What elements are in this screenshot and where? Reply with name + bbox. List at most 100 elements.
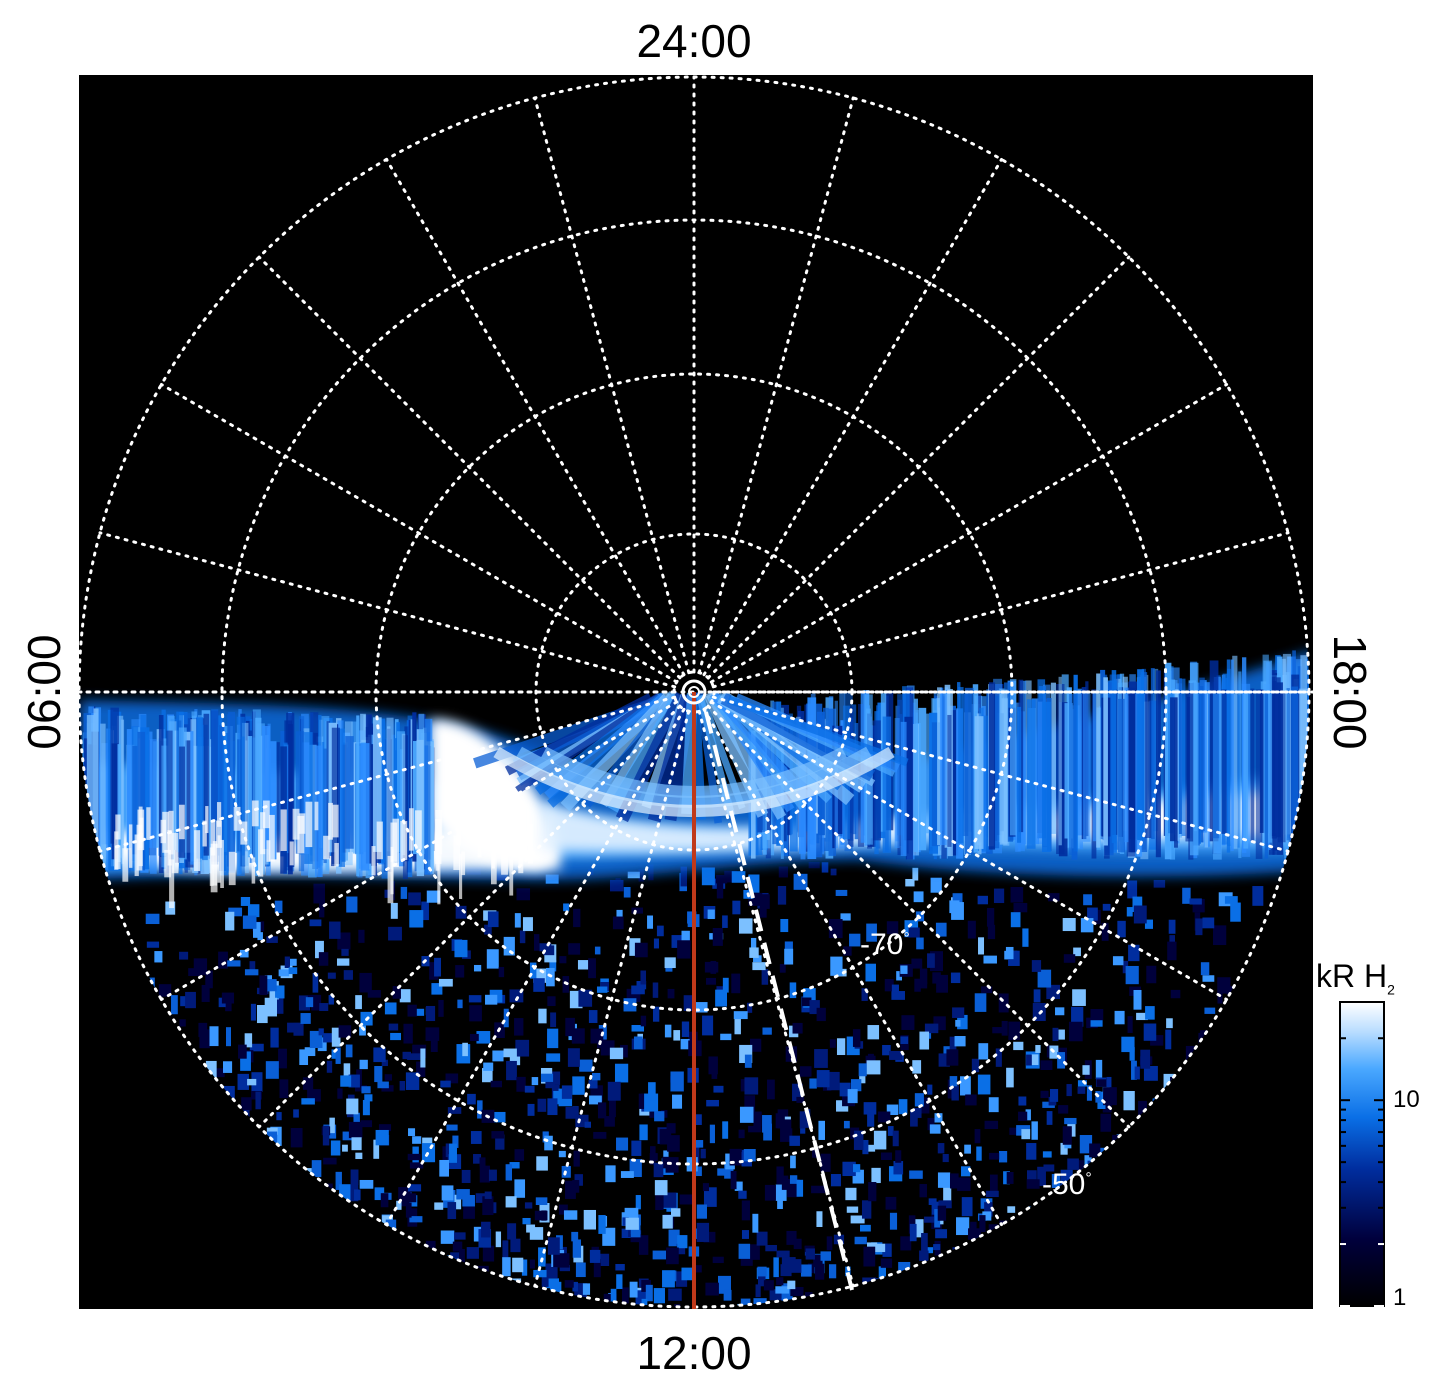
colorbar-tick-label-1: 1 [1393,1284,1407,1311]
oval-spike [1155,670,1161,858]
noise-pixel [1046,1111,1053,1125]
noise-pixel [662,1214,673,1229]
noise-pixel [666,1247,679,1265]
noise-pixel [1204,1007,1216,1014]
oval-spike [1076,688,1085,836]
grid-spoke [706,255,1131,680]
noise-pixel [861,1200,872,1219]
noise-pixel [503,936,515,956]
noise-pixel [403,1023,413,1044]
noise-pixel [929,1124,941,1134]
noise-pixel [351,1137,362,1151]
noise-pixel [777,886,787,905]
noise-pixel [750,937,757,955]
noise-pixel [377,1081,389,1089]
grid-spoke [702,157,1003,677]
noise-pixel [1067,1158,1079,1170]
noise-pixel [420,1048,426,1068]
noise-pixel [1230,902,1241,922]
noise-pixel [505,1196,517,1208]
noise-pixel [668,1288,682,1301]
noise-pixel [914,1107,922,1118]
noise-pixel [663,1192,677,1208]
noise-pixel [359,1059,368,1070]
noise-pixel [205,970,213,989]
noise-pixel [938,1200,952,1209]
noise-pixel [345,1044,353,1058]
oval-spike [126,729,132,849]
noise-pixel [884,979,894,992]
noise-pixel [919,1031,930,1050]
noise-pixel [498,966,505,978]
noise-pixel [1037,969,1052,988]
noise-pixel [455,905,467,919]
pole-marker-inner [688,686,700,698]
noise-pixel [954,1036,966,1047]
oval-spike [1170,697,1178,842]
noise-pixel [514,913,521,928]
noise-pixel [927,953,935,968]
oval-bright-streak [139,817,144,843]
noise-pixel [950,972,961,984]
noise-pixel [546,1053,561,1062]
noise-pixel [359,972,372,993]
noise-pixel [1096,1079,1108,1087]
oval-bright-streak [205,806,209,834]
noise-pixel [636,981,647,990]
noise-pixel [342,1131,354,1141]
noise-pixel [392,986,401,999]
noise-pixel [761,969,769,985]
noise-pixel [784,948,794,965]
oval-bright-streak [171,832,179,874]
oval-bright-streak [323,835,330,860]
noise-pixel [1058,1105,1069,1114]
noise-pixel [165,901,176,915]
noise-pixel [409,910,424,928]
noise-pixel [495,1231,502,1248]
noise-pixel [738,1129,745,1139]
oval-bright-streak [280,809,287,852]
noise-pixel [968,1228,982,1240]
noise-pixel [264,997,277,1017]
oval-spike [1193,682,1198,832]
noise-pixel [338,1025,352,1038]
noise-pixel [349,1184,359,1202]
oval-spike [931,722,940,847]
noise-pixel [930,877,942,893]
noise-pixel [1128,944,1140,962]
noise-pixel [535,1197,548,1206]
noise-pixel [1026,1179,1040,1189]
noise-pixel [789,1175,798,1184]
auroral-oval-spikes [82,650,1309,909]
pole-marker [681,679,707,705]
noise-pixel [612,916,624,930]
noise-pixel [710,960,717,974]
noise-pixel [305,997,314,1008]
noise-pixel [514,1018,524,1036]
oval-bright-streak [527,823,533,864]
noise-pixel [603,1293,617,1305]
oval-spike [408,719,413,859]
noise-pixel [241,1097,252,1111]
noise-pixel [850,1215,865,1224]
noise-pixel [505,1164,512,1181]
oval-spike [137,731,146,871]
noise-pixel [776,1250,790,1258]
oval-spike [1009,679,1017,836]
noise-pixel [469,1005,482,1022]
noise-pixel [198,1022,208,1038]
noise-pixel [755,1284,761,1298]
noise-pixel [1143,1065,1158,1081]
noise-pixel [995,1048,1002,1067]
oval-bright-streak [371,846,376,876]
noise-pixel [1031,960,1042,972]
noise-pixel [449,1143,457,1163]
noise-pixel [421,901,429,921]
noise-pixel [416,1061,426,1077]
oval-spike [236,716,245,876]
noise-pixel [573,1150,580,1167]
noise-pixel [809,1078,817,1089]
noise-pixel [1026,1054,1032,1066]
oval-spike [331,727,340,865]
noise-pixel [384,1002,397,1015]
